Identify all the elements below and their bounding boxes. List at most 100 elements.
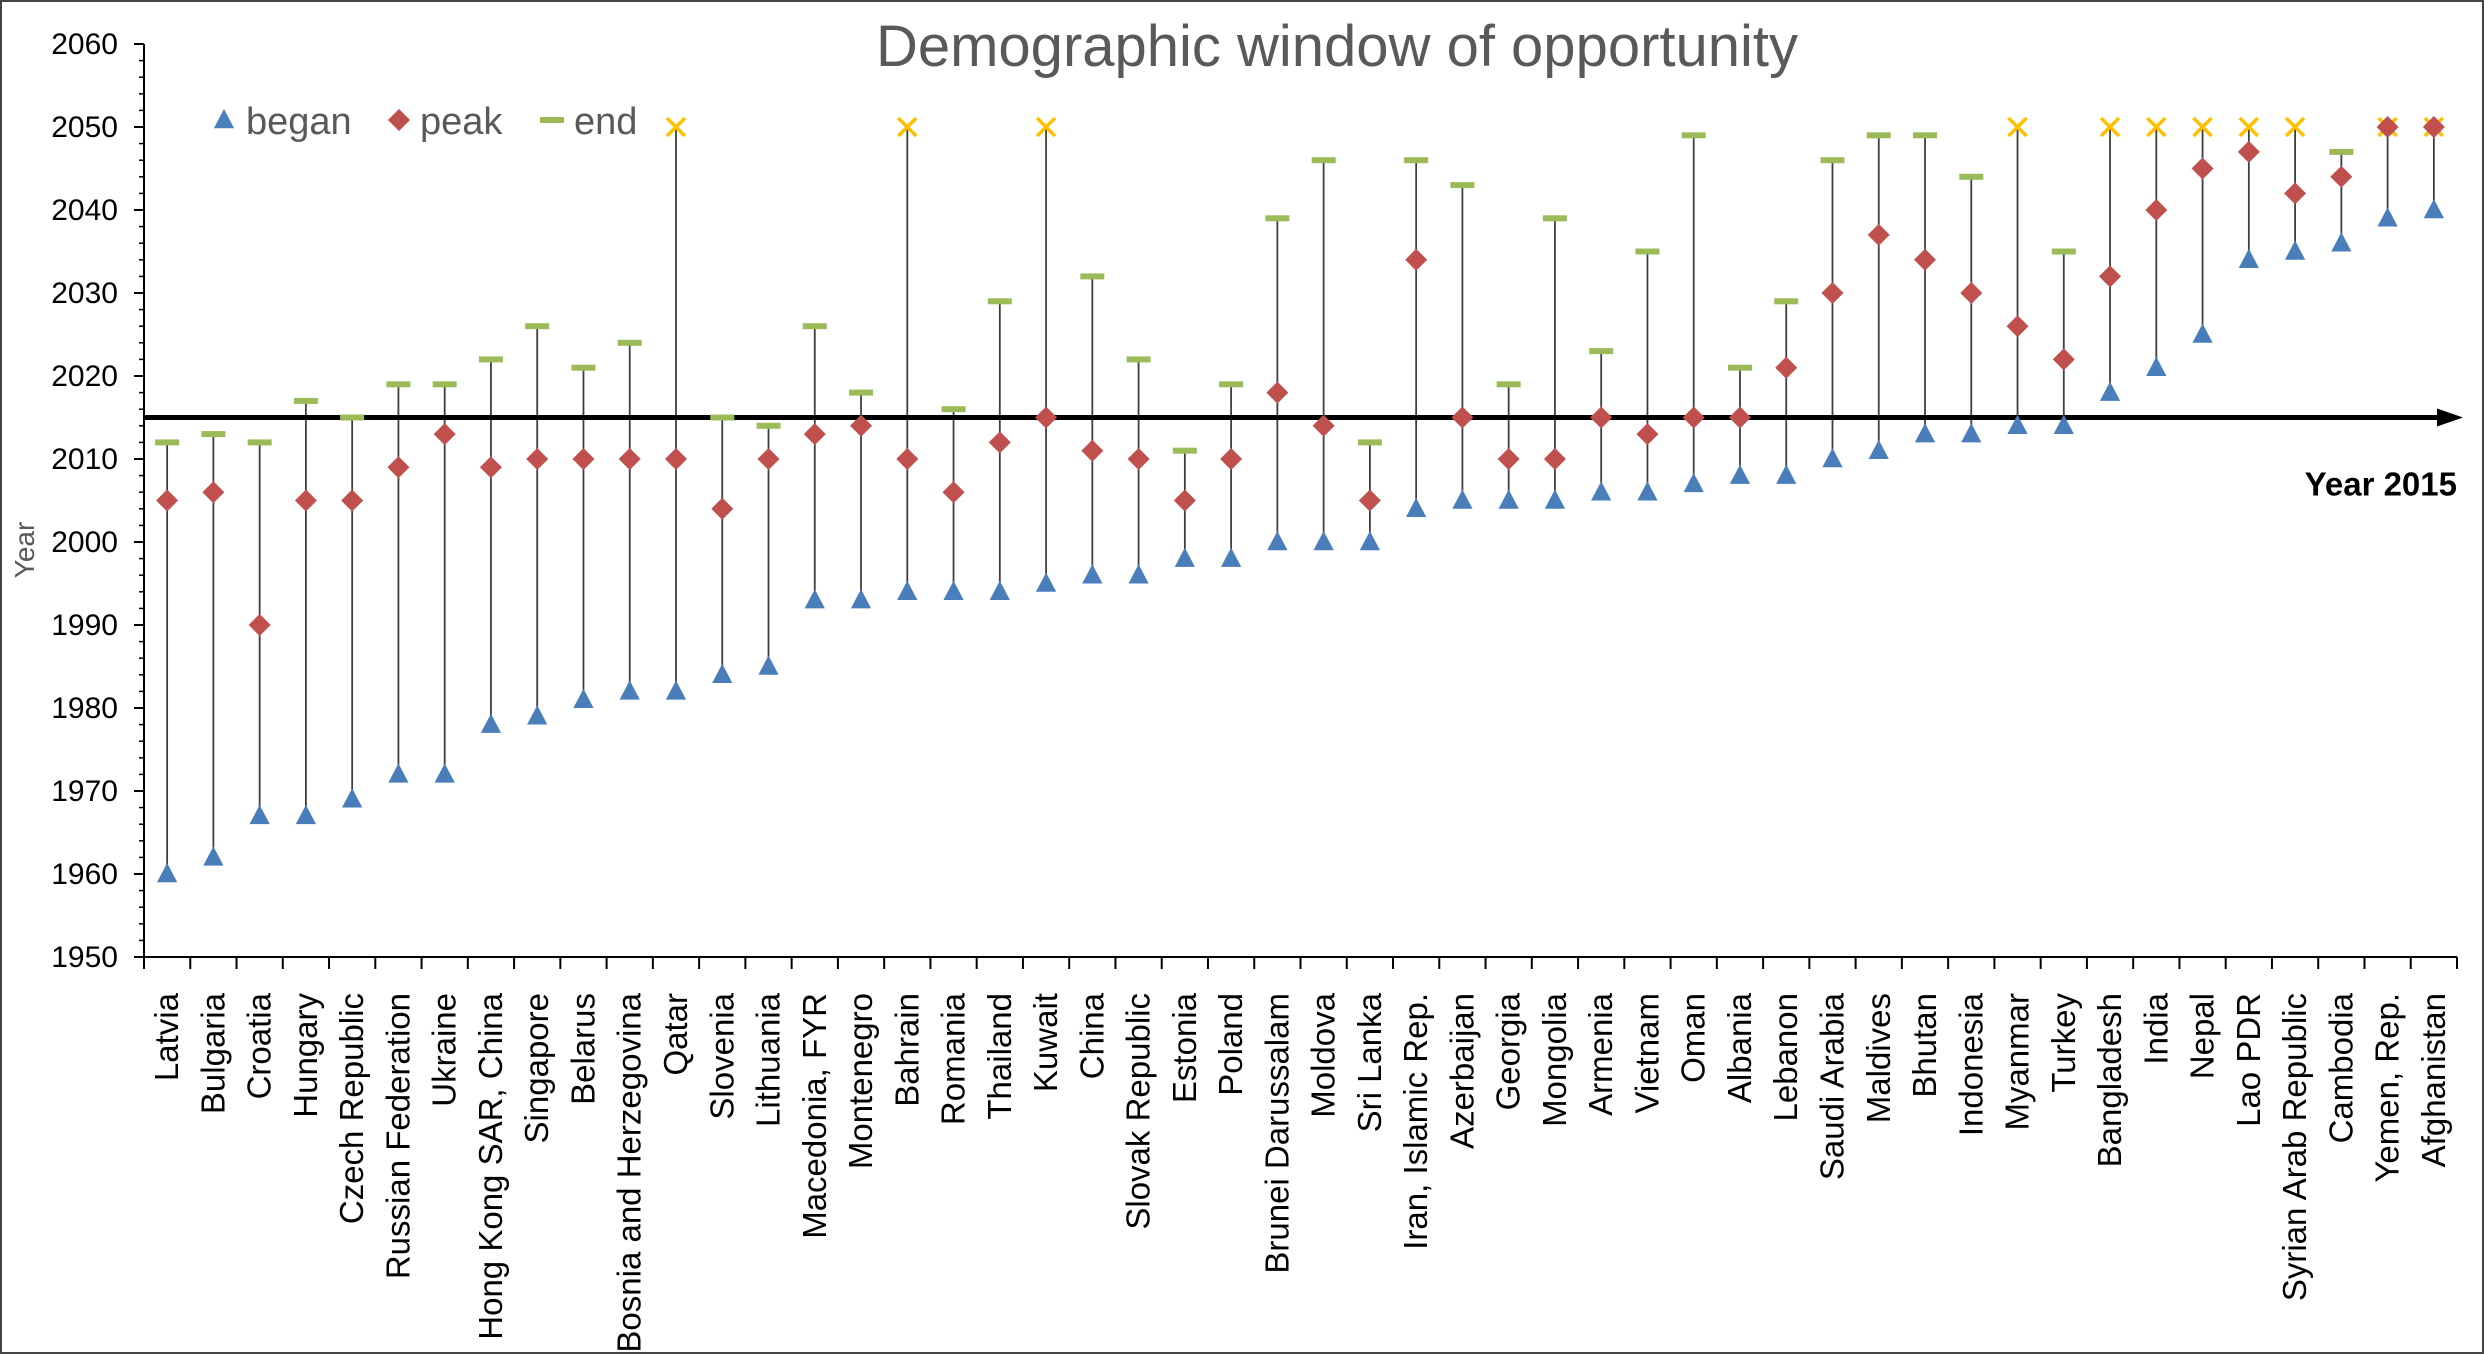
began-marker bbox=[1082, 564, 1103, 584]
reference-line-arrowhead bbox=[2437, 408, 2463, 427]
x-tick-label: India bbox=[2137, 992, 2174, 1064]
began-marker bbox=[1683, 472, 1704, 493]
end-marker bbox=[1265, 215, 1290, 222]
began-marker bbox=[1035, 572, 1057, 592]
began-marker bbox=[665, 680, 687, 700]
peak-marker bbox=[711, 497, 734, 520]
x-tick-label: Cambodia bbox=[2322, 992, 2359, 1143]
markers bbox=[155, 116, 2445, 883]
peak-marker bbox=[2376, 116, 2399, 138]
legend-end-label: end bbox=[574, 101, 637, 143]
x-tick-label: Vietnam bbox=[1628, 993, 1665, 1113]
end-marker bbox=[1589, 348, 1614, 355]
began-marker bbox=[989, 580, 1010, 601]
began-marker bbox=[804, 589, 825, 609]
began-marker bbox=[2099, 381, 2121, 401]
peak-marker bbox=[387, 456, 410, 479]
x-tick-label: Bahrain bbox=[888, 993, 925, 1107]
began-marker bbox=[249, 804, 270, 825]
began-marker bbox=[1776, 464, 1797, 484]
peak-marker bbox=[1821, 282, 1844, 304]
end-beyond-marker bbox=[897, 116, 918, 138]
y-tick-label: 1980 bbox=[51, 692, 118, 725]
legend: began peak end bbox=[213, 101, 637, 143]
x-tick-label: Romania bbox=[935, 992, 972, 1125]
began-marker bbox=[157, 863, 178, 883]
peak-marker bbox=[248, 614, 271, 636]
y-tick-label: 2060 bbox=[51, 28, 118, 61]
x-tick-label: Albania bbox=[1721, 992, 1758, 1103]
x-tick-label: Myanmar bbox=[1999, 993, 2036, 1131]
end-marker bbox=[1542, 215, 1567, 222]
x-tick-label: Belarus bbox=[564, 993, 601, 1105]
began-marker bbox=[1729, 464, 1751, 484]
y-tick-label: 2050 bbox=[51, 111, 118, 144]
began-marker bbox=[203, 846, 224, 866]
end-marker bbox=[1913, 132, 1938, 139]
peak-marker bbox=[1636, 423, 1659, 446]
y-tick-label: 2040 bbox=[51, 194, 118, 227]
x-tick-label: Iran, Islamic Rep. bbox=[1397, 993, 1434, 1250]
end-marker bbox=[802, 323, 827, 330]
y-tick-label: 1970 bbox=[51, 775, 118, 808]
x-tick-label: Czech Republic bbox=[333, 993, 370, 1224]
end-marker bbox=[1450, 182, 1475, 189]
x-tick-label: Bosnia and Herzegovina bbox=[611, 992, 648, 1352]
x-tick-label: Latvia bbox=[148, 992, 185, 1081]
peak-marker bbox=[1312, 414, 1335, 437]
end-marker bbox=[756, 422, 781, 429]
end-marker bbox=[1820, 157, 1845, 164]
end-marker bbox=[1959, 173, 1984, 180]
end-marker bbox=[2329, 148, 2354, 155]
peak-marker bbox=[850, 414, 873, 437]
began-marker bbox=[2192, 323, 2213, 343]
peak-marker bbox=[1590, 406, 1613, 429]
peak-marker bbox=[803, 423, 826, 446]
began-marker bbox=[2377, 207, 2398, 227]
peak-marker bbox=[1728, 406, 1751, 429]
x-tick-label: Lao PDR bbox=[2230, 993, 2267, 1127]
end-marker bbox=[432, 381, 457, 388]
began-marker bbox=[1961, 423, 1982, 443]
x-tick-label: Turkey bbox=[2045, 993, 2082, 1093]
x-tick-label: Moldova bbox=[1305, 992, 1342, 1117]
end-beyond-marker bbox=[2007, 116, 2028, 138]
end-beyond-marker bbox=[2238, 116, 2260, 138]
y-tick-label: 1950 bbox=[51, 941, 118, 974]
end-marker bbox=[1080, 273, 1105, 280]
end-marker bbox=[386, 381, 411, 388]
began-marker bbox=[1406, 497, 1427, 518]
peak-marker bbox=[1173, 489, 1196, 512]
legend-end-marker bbox=[540, 117, 564, 123]
peak-marker bbox=[942, 481, 965, 504]
peak-marker bbox=[2237, 140, 2260, 163]
x-tick-label: Syrian Arab Republic bbox=[2276, 993, 2313, 1301]
peak-marker bbox=[433, 423, 456, 446]
x-tick-label: China bbox=[1073, 992, 1110, 1079]
x-tick-label: Maldives bbox=[1860, 993, 1897, 1123]
began-marker bbox=[1174, 547, 1195, 567]
peak-marker bbox=[1543, 448, 1566, 470]
x-tick-label: Yemen, Rep. bbox=[2369, 993, 2406, 1183]
peak-marker bbox=[2330, 165, 2353, 188]
began-marker bbox=[1220, 547, 1242, 567]
peak-marker bbox=[1127, 448, 1150, 470]
x-tick-label: Croatia bbox=[241, 992, 278, 1099]
peak-marker bbox=[526, 448, 549, 470]
peak-marker bbox=[2284, 182, 2307, 205]
began-marker bbox=[388, 763, 409, 783]
began-marker bbox=[527, 705, 548, 725]
peak-marker bbox=[1775, 356, 1798, 379]
end-beyond-marker bbox=[2284, 116, 2306, 138]
end-marker bbox=[155, 439, 180, 446]
peak-marker bbox=[2006, 315, 2029, 338]
end-marker bbox=[1681, 132, 1706, 139]
reference-line-label: Year 2015 bbox=[2305, 466, 2457, 503]
end-marker bbox=[2051, 248, 2076, 255]
legend-peak-marker bbox=[388, 109, 410, 131]
peak-marker bbox=[294, 489, 317, 512]
peak-marker bbox=[757, 448, 780, 470]
stems bbox=[166, 127, 2435, 874]
